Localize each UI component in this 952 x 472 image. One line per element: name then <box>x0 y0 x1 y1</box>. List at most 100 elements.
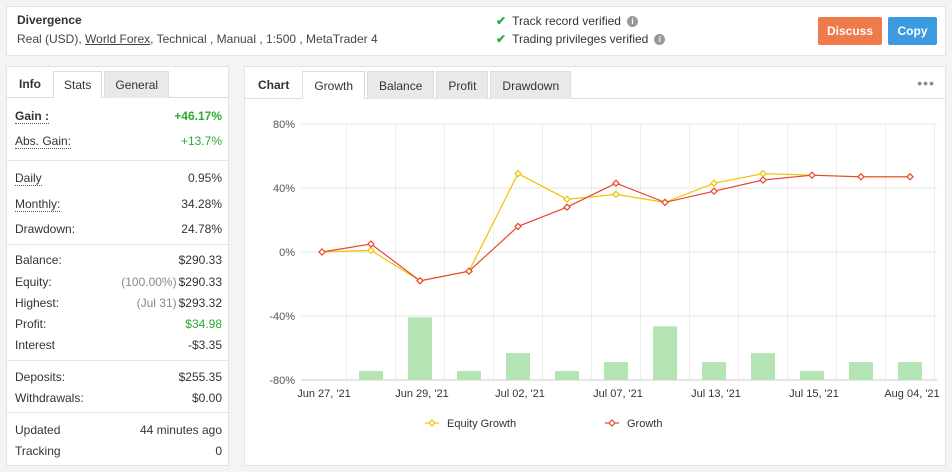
track-record-label: Track record verified <box>512 14 621 28</box>
data-point <box>514 169 522 178</box>
check-icon: ✔ <box>496 32 507 46</box>
stat-value: 0.95% <box>187 171 222 185</box>
data-point <box>563 195 571 204</box>
stat-value: $290.33 <box>178 275 222 289</box>
divider <box>7 244 228 245</box>
stat-value: +46.17% <box>174 109 222 123</box>
check-icon: ✔ <box>496 14 507 28</box>
stats-panel: Info Stats General Gain : +46.17% Abs. G… <box>6 66 229 466</box>
bar <box>555 371 579 380</box>
bar <box>653 326 677 380</box>
tab-info[interactable]: Info <box>19 77 41 91</box>
stat-drawdown: Drawdown: 24.78% <box>15 222 222 236</box>
tab-chart[interactable]: Chart <box>258 78 290 92</box>
stat-interest: Interest -$3.35 <box>15 338 222 352</box>
stat-gain: Gain : +46.17% <box>15 109 222 124</box>
growth-chart: 80% 40% 0% -40% -80%Jun 27, '21 Jun 29, '21 Ju… <box>269 119 939 430</box>
bar <box>506 353 530 380</box>
stat-note: (100.00%) <box>121 275 177 289</box>
divider <box>7 160 228 161</box>
tab-stats[interactable]: Stats <box>53 71 103 98</box>
stat-daily: Daily 0.95% <box>15 171 222 186</box>
account-specs: , Technical , Manual , 1:500 , MetaTrade… <box>150 32 378 46</box>
tab-growth[interactable]: Growth <box>302 71 366 99</box>
stat-balance: Balance: $290.33 <box>15 253 222 267</box>
discuss-button[interactable]: Discuss <box>818 17 882 45</box>
stat-equity: Equity: (100.00%) $290.33 <box>15 275 222 289</box>
stat-monthly: Monthly: 34.28% <box>15 197 222 212</box>
data-point <box>612 190 620 199</box>
stat-label: Profit: <box>15 317 47 331</box>
bar <box>457 371 481 380</box>
info-icon[interactable]: i <box>654 33 666 45</box>
track-record-verified: ✔ Track record verified i <box>496 14 638 28</box>
divider <box>7 360 228 361</box>
y-tick-label: -40% <box>269 311 295 323</box>
stat-label[interactable]: Abs. Gain: <box>15 134 72 149</box>
stat-label[interactable]: Gain : <box>15 109 50 124</box>
stat-label: Tracking <box>15 444 61 458</box>
bar <box>849 362 873 380</box>
divider <box>7 412 228 413</box>
broker-link[interactable]: World Forex <box>85 32 151 46</box>
data-point <box>710 187 718 196</box>
data-point <box>857 172 865 181</box>
stats-tabs: Info Stats General <box>7 67 228 98</box>
x-tick-label: Jul 02, '21 <box>495 388 545 400</box>
tab-balance[interactable]: Balance <box>367 71 435 99</box>
chart-panel: Chart Growth Balance Profit Drawdown •••… <box>244 66 946 466</box>
data-point <box>759 169 767 178</box>
stat-value: 0 <box>215 444 222 458</box>
stat-label: Balance: <box>15 253 62 267</box>
tab-profit[interactable]: Profit <box>436 71 489 99</box>
data-point <box>906 172 914 181</box>
account-header: Divergence Real (USD), World Forex, Tech… <box>6 6 946 56</box>
stat-label: Deposits: <box>15 370 66 384</box>
stat-label: Drawdown: <box>15 222 76 236</box>
stat-value: $255.35 <box>178 370 222 384</box>
bar <box>408 317 432 380</box>
bar <box>702 362 726 380</box>
stat-profit: Profit: $34.98 <box>15 317 222 331</box>
trading-privileges-verified: ✔ Trading privileges verified i <box>496 32 666 46</box>
data-point <box>612 179 620 188</box>
stat-label[interactable]: Monthly: <box>15 197 61 212</box>
data-point <box>367 240 375 248</box>
y-tick-label: -80% <box>269 375 295 387</box>
data-point <box>563 203 571 212</box>
data-point <box>514 222 522 231</box>
info-icon[interactable]: i <box>626 15 638 27</box>
stat-label[interactable]: Daily <box>15 171 42 186</box>
x-tick-label: Jul 07, '21 <box>593 388 643 400</box>
stat-abs-gain: Abs. Gain: +13.7% <box>15 134 222 149</box>
legend-label: Growth <box>627 418 662 430</box>
data-point <box>367 246 375 255</box>
copy-button[interactable]: Copy <box>888 17 937 45</box>
bar <box>898 362 922 380</box>
stat-tracking: Tracking 0 <box>15 444 222 458</box>
stat-value: $290.33 <box>178 253 222 267</box>
stat-value: $34.98 <box>185 317 222 331</box>
legend-marker <box>608 419 616 427</box>
bar <box>604 362 628 380</box>
stat-value: $0.00 <box>191 391 222 405</box>
y-tick-label: 80% <box>273 119 295 131</box>
stat-highest: Highest: (Jul 31) $293.32 <box>15 296 222 310</box>
tab-general[interactable]: General <box>104 71 170 98</box>
stat-withdrawals: Withdrawals: $0.00 <box>15 391 222 405</box>
stat-updated: Updated 44 minutes ago <box>15 423 222 437</box>
trading-privileges-label: Trading privileges verified <box>512 32 649 46</box>
data-point <box>318 248 326 256</box>
tab-drawdown[interactable]: Drawdown <box>490 71 572 99</box>
stat-label: Interest <box>15 338 56 352</box>
stat-deposits: Deposits: $255.35 <box>15 370 222 384</box>
x-tick-label: Jul 13, '21 <box>691 388 741 400</box>
chart-tabs: Chart Growth Balance Profit Drawdown <box>245 67 945 99</box>
bar <box>751 353 775 380</box>
stat-value: 44 minutes ago <box>139 423 222 437</box>
data-point <box>808 171 816 180</box>
account-title: Divergence <box>17 13 82 27</box>
stat-value: +13.7% <box>180 134 222 148</box>
more-dots-icon[interactable]: ••• <box>917 75 935 91</box>
data-point <box>661 198 669 207</box>
